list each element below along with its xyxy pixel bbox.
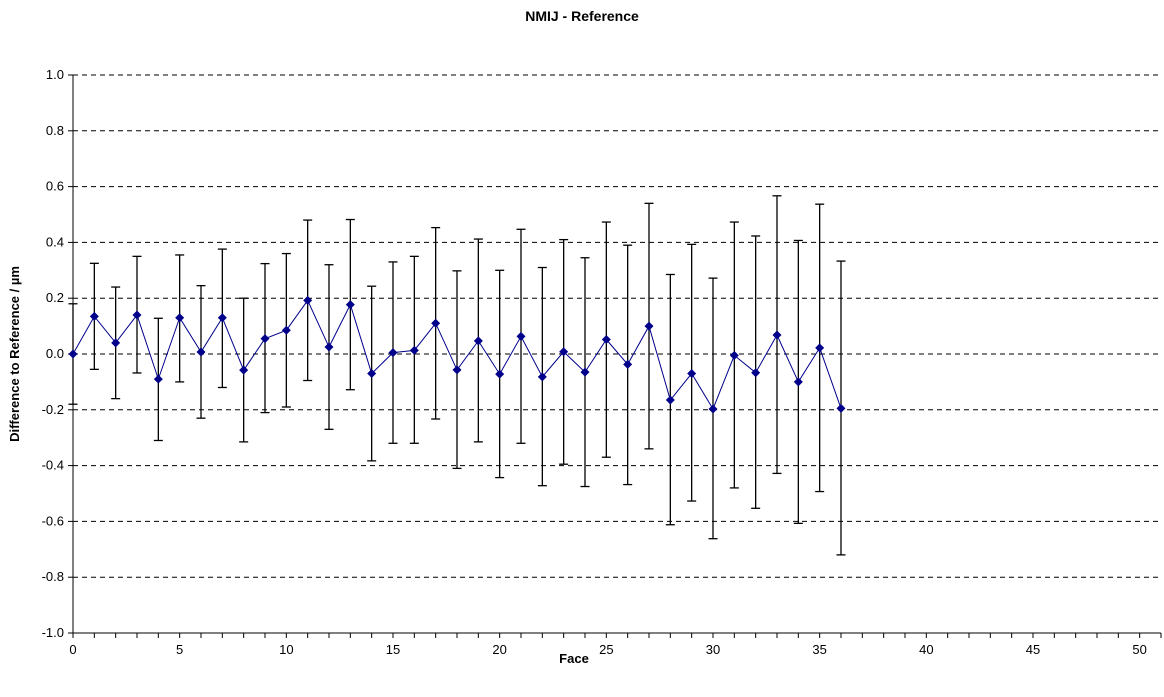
y-tick-label: 1.0 [46, 67, 64, 82]
data-point [260, 334, 270, 344]
data-point [153, 374, 163, 384]
data-point [217, 313, 227, 323]
data-point [751, 368, 761, 378]
data-point [68, 349, 78, 359]
data-point [303, 295, 313, 305]
data-point [324, 342, 334, 352]
series-markers [68, 295, 846, 414]
data-point [239, 365, 249, 375]
data-point [836, 403, 846, 413]
data-point [367, 369, 377, 379]
data-point [345, 300, 355, 310]
data-point [772, 330, 782, 340]
data-point [409, 345, 419, 355]
y-tick-label: 0.6 [46, 179, 64, 194]
y-tick-label: -0.6 [42, 513, 64, 528]
x-tick-label: 50 [1132, 642, 1146, 657]
x-tick-label: 15 [386, 642, 400, 657]
data-point [729, 350, 739, 360]
data-point [580, 367, 590, 377]
data-point [281, 325, 291, 335]
data-point [793, 377, 803, 387]
x-tick-label: 25 [599, 642, 613, 657]
y-tick-label: -0.4 [42, 458, 64, 473]
data-point [601, 334, 611, 344]
data-point [175, 313, 185, 323]
data-point [495, 369, 505, 379]
y-tick-label: 0.0 [46, 346, 64, 361]
data-point [537, 372, 547, 382]
x-tick-label: 0 [69, 642, 76, 657]
y-axis-ticks: -1.0 -0.8 -0.6 -0.4 -0.2 0.0 0.2 0.4 0.6 0.8 1.0 [42, 67, 73, 640]
y-tick-label: -1.0 [42, 625, 64, 640]
data-point [132, 310, 142, 320]
data-point [516, 331, 526, 341]
y-tick-label: -0.8 [42, 569, 64, 584]
x-tick-label: 20 [492, 642, 506, 657]
data-point [473, 336, 483, 346]
data-point [623, 359, 633, 369]
x-tick-label: 35 [812, 642, 826, 657]
data-point [708, 404, 718, 414]
data-point [559, 347, 569, 357]
data-point [665, 395, 675, 405]
data-point [644, 321, 654, 331]
x-tick-label: 5 [176, 642, 183, 657]
x-tick-label: 10 [279, 642, 293, 657]
y-tick-label: 0.8 [46, 123, 64, 138]
data-point [89, 311, 99, 321]
data-point [687, 369, 697, 379]
data-point [111, 338, 121, 348]
x-axis-ticks: 0 5 10 15 20 25 30 35 40 45 50 [69, 633, 1162, 657]
data-point [388, 348, 398, 358]
y-tick-label: -0.2 [42, 402, 64, 417]
grid-lines [73, 74, 1161, 578]
x-axis-label: Face [559, 651, 589, 666]
x-tick-label: 40 [919, 642, 933, 657]
y-axis-label: Difference to Reference / µm [7, 266, 22, 442]
y-tick-label: 0.4 [46, 234, 64, 249]
x-tick-label: 45 [1026, 642, 1040, 657]
data-point [196, 347, 206, 357]
data-point [452, 365, 462, 375]
y-tick-label: 0.2 [46, 290, 64, 305]
data-point [815, 343, 825, 353]
chart-title: NMIJ - Reference [525, 8, 639, 24]
x-tick-label: 30 [706, 642, 720, 657]
data-point [431, 318, 441, 328]
